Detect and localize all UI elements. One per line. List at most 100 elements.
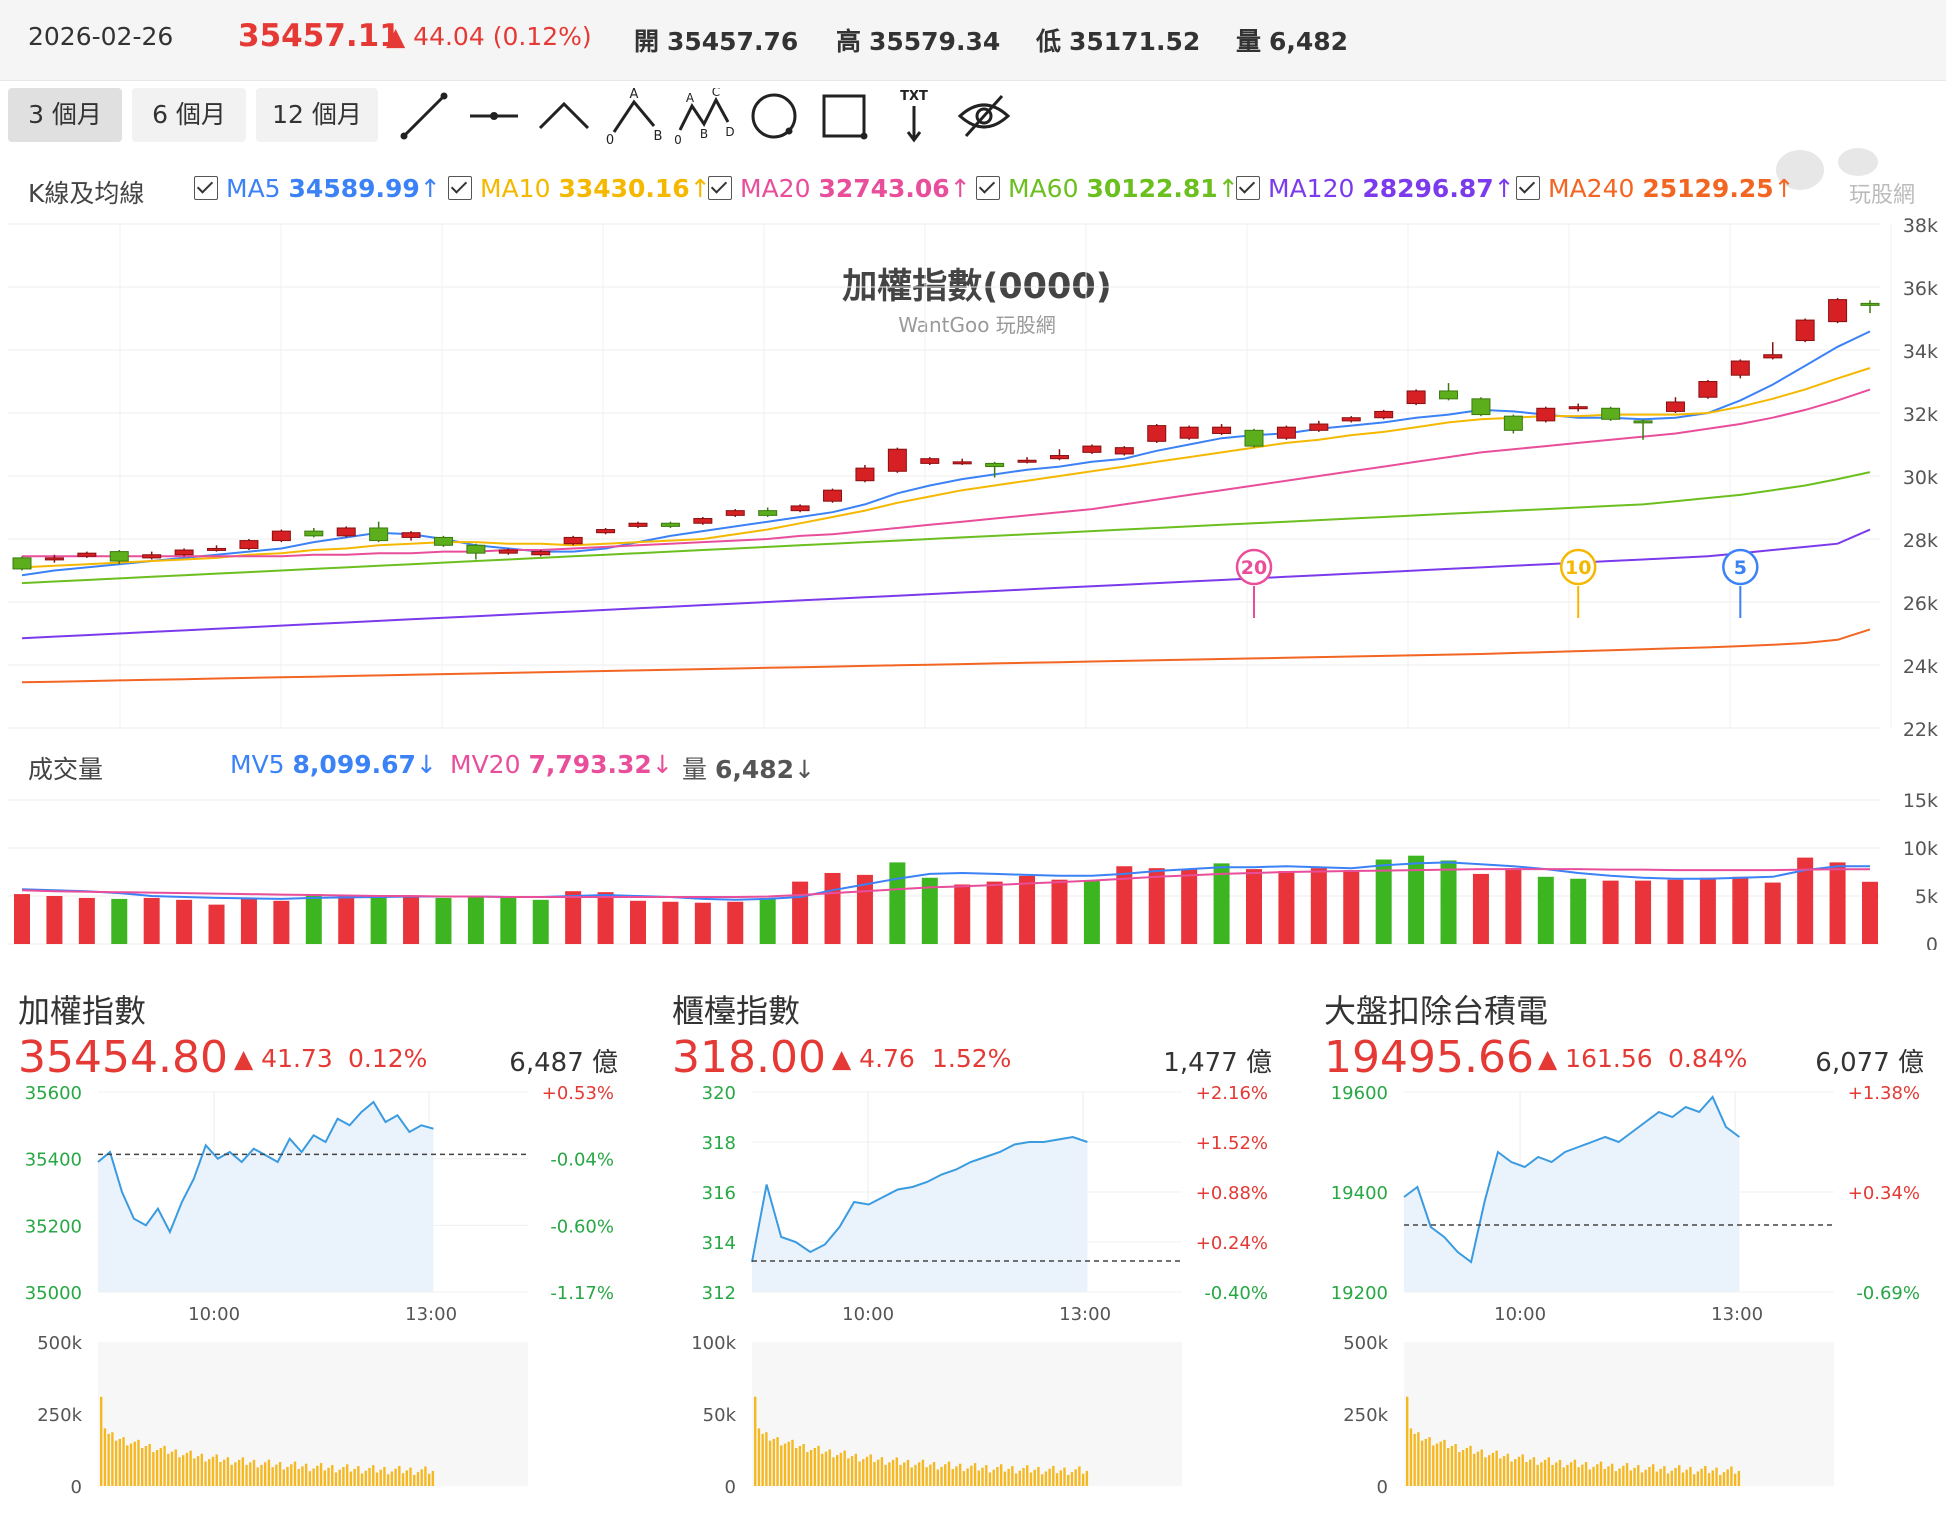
ma240-legend[interactable]: MA240 25129.25↑ xyxy=(1516,174,1795,203)
high-value: 35579.34 xyxy=(868,27,1001,56)
ma240-checkbox[interactable] xyxy=(1516,176,1540,200)
volume-bar xyxy=(1081,1473,1085,1486)
volume-bar xyxy=(353,1468,356,1486)
volume-bar xyxy=(1618,1468,1621,1486)
period-6-months-button[interactable]: 6 個月 xyxy=(132,88,246,142)
angle-tool-icon[interactable] xyxy=(534,88,594,144)
intraday-chart[interactable]: 19600 19400 19200 +1.38% +0.34% -0.69% 10:00 13… xyxy=(1306,1080,1946,1528)
intraday-chart[interactable]: 35600 35400 35200 35000 +0.53% -0.04% -0.60% -1… xyxy=(0,1080,640,1528)
y-tick-label: 19400 xyxy=(1331,1183,1388,1204)
volume-bar xyxy=(114,1440,118,1486)
ma5-legend[interactable]: MA5 34589.99↑ xyxy=(194,174,441,203)
open-value: 35457.76 xyxy=(666,27,799,56)
y-tick-label: 19200 xyxy=(1331,1283,1388,1304)
volume-bar xyxy=(986,881,1003,944)
volume-bar xyxy=(970,1465,973,1486)
price-line xyxy=(97,1100,434,1235)
abcd-pattern-tool-icon[interactable]: A C B D 0 xyxy=(674,88,734,144)
volume-bar xyxy=(143,897,160,944)
volume-bar xyxy=(226,1457,230,1486)
volume-bar xyxy=(1648,1466,1651,1486)
y-tick-label: 312 xyxy=(702,1283,736,1304)
intraday-chart[interactable]: 320 318 316 314 312 +2.16% +1.52% +0.88% +0.24% -… xyxy=(654,1080,1294,1528)
ma20-arrow-icon: ↑ xyxy=(949,174,971,203)
candle-body xyxy=(239,540,259,549)
volume-bar xyxy=(181,1455,185,1486)
ma-legend: K線及均線 MA5 34589.99↑ MA10 33430.16↑ MA20 … xyxy=(0,170,1946,210)
ma120-legend[interactable]: MA120 28296.87↑ xyxy=(1236,174,1515,203)
y-pct-label: +2.16% xyxy=(1196,1083,1268,1104)
rectangle-tool-icon[interactable] xyxy=(814,88,874,144)
period-3-months-button[interactable]: 3 個月 xyxy=(8,88,122,142)
volume-bar xyxy=(1078,1466,1081,1486)
volume-bar xyxy=(312,1468,315,1486)
volume-bar xyxy=(1584,1462,1588,1486)
volume-bar xyxy=(334,1472,338,1486)
volume-bar xyxy=(1655,1471,1659,1486)
volume-bar xyxy=(1715,1467,1718,1486)
vol-y-tick-label: 0 xyxy=(1377,1477,1388,1498)
circle-tool-icon[interactable] xyxy=(744,88,804,144)
volume-bar xyxy=(167,1453,170,1486)
price-area xyxy=(752,1137,1088,1292)
volume-bar xyxy=(327,1467,330,1486)
volume-bar xyxy=(862,1459,865,1486)
abcd-a-label: A xyxy=(686,91,695,105)
volume-bar xyxy=(1502,1456,1506,1486)
volume-bar xyxy=(1573,1459,1577,1486)
ma120-checkbox[interactable] xyxy=(1236,176,1260,200)
ma10-name: MA10 xyxy=(480,174,551,203)
volume-bar xyxy=(992,1469,995,1486)
text-arrow-tool-icon[interactable]: TXT xyxy=(884,88,944,144)
volume-bar xyxy=(889,862,906,944)
volume-bar xyxy=(360,1473,364,1486)
ma5-checkbox[interactable] xyxy=(194,176,218,200)
volume-bar xyxy=(921,1459,925,1486)
kline-chart[interactable]: 加權指數(0000) WantGoo 玩股網 38k36k34k32k30k28… xyxy=(0,210,1946,740)
period-12-months-button[interactable]: 12 個月 xyxy=(256,88,378,142)
volume-bar xyxy=(1726,1469,1729,1486)
line-tool-icon[interactable] xyxy=(394,88,454,144)
volume-bar xyxy=(267,1459,271,1486)
ma10-legend[interactable]: MA10 33430.16↑ xyxy=(448,174,711,203)
volume-bar xyxy=(1711,1470,1714,1486)
volume-bar xyxy=(1439,1441,1442,1486)
ma10-line xyxy=(21,367,1871,569)
hide-eye-icon[interactable] xyxy=(954,88,1014,144)
panel-turnover: 6,487 億 xyxy=(509,1048,618,1078)
volume-bar xyxy=(914,1464,917,1486)
volume-bar xyxy=(999,1464,1003,1486)
candle-body xyxy=(1114,447,1134,455)
volume-bar xyxy=(835,1455,839,1486)
volume-bar xyxy=(1458,1452,1461,1486)
vol-y-tick-label: 500k xyxy=(1343,1333,1388,1354)
volume-chart[interactable]: 15k 10k 5k 0 xyxy=(0,786,1946,950)
volume-bar xyxy=(1555,1462,1558,1486)
volume-bar xyxy=(126,1445,129,1486)
ma10-checkbox[interactable] xyxy=(448,176,472,200)
volume-bar xyxy=(331,1465,334,1486)
volume-bar xyxy=(383,1466,386,1486)
ma20-legend[interactable]: MA20 32743.06↑ xyxy=(708,174,971,203)
volume-bar xyxy=(1181,869,1198,944)
volume-bar xyxy=(903,1462,906,1486)
volume-bar xyxy=(798,1446,802,1486)
ma20-checkbox[interactable] xyxy=(708,176,732,200)
y-tick-label: 24k xyxy=(1903,656,1938,678)
taiex-panel[interactable]: 加權指數 35454.80 ▲ 41.73 0.12% 6,487 億 3560… xyxy=(0,980,640,1528)
volume-bar xyxy=(1465,1447,1469,1486)
abc-pattern-tool-icon[interactable]: A B 0 xyxy=(604,88,664,144)
otc-panel[interactable]: 櫃檯指數 318.00 ▲ 4.76 1.52% 1,477 億 320 318 3… xyxy=(654,980,1294,1528)
candle-body xyxy=(693,518,713,524)
ma60-checkbox[interactable] xyxy=(976,176,1000,200)
candle-body xyxy=(790,505,810,512)
volume-bar xyxy=(694,902,711,944)
volume-bar xyxy=(917,1462,921,1486)
horizontal-line-tool-icon[interactable] xyxy=(464,88,524,144)
y-tick-label: 32k xyxy=(1903,404,1938,426)
volume-bar xyxy=(293,1461,297,1486)
volume-bar xyxy=(1696,1471,1700,1486)
volume-bar xyxy=(817,1445,820,1486)
ma60-legend[interactable]: MA60 30122.81↑ xyxy=(976,174,1239,203)
ex-tsmc-panel[interactable]: 大盤扣除台積電 19495.66 ▲ 161.56 0.84% 6,077 億 … xyxy=(1306,980,1946,1528)
